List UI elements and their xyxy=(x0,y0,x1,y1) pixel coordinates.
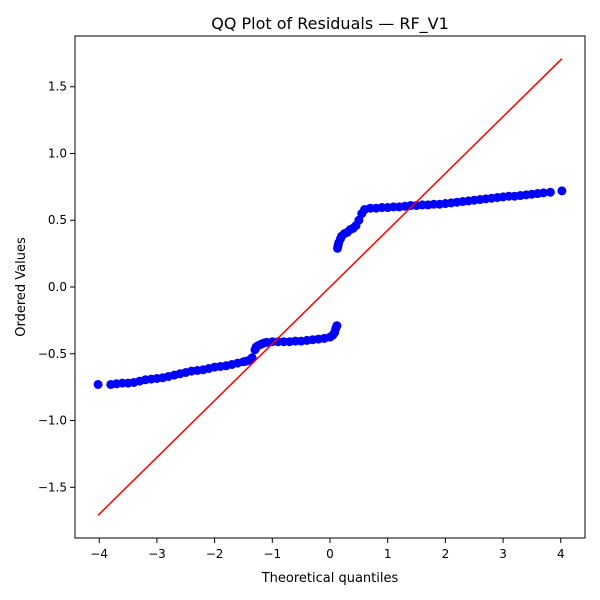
x-tick-label: 0 xyxy=(326,547,334,561)
x-tick-label: −2 xyxy=(206,547,224,561)
x-axis-label: Theoretical quantiles xyxy=(261,571,399,586)
data-point xyxy=(93,379,103,389)
data-point xyxy=(545,187,555,197)
x-axis: −4 −3 −2 −1 0 1 2 3 4 xyxy=(90,538,565,561)
x-tick-label: −4 xyxy=(90,547,108,561)
reference-line xyxy=(97,58,563,516)
y-tick-label: −0.5 xyxy=(38,347,67,361)
x-tick-label: 2 xyxy=(442,547,450,561)
y-axis: −1.5 −1.0 −0.5 0.0 0.5 1.0 1.5 xyxy=(38,80,75,494)
plot-area xyxy=(93,58,567,516)
x-tick-label: 1 xyxy=(384,547,392,561)
y-tick-label: −1.5 xyxy=(38,480,67,494)
x-tick-label: 3 xyxy=(499,547,507,561)
data-point xyxy=(247,353,257,363)
data-point xyxy=(538,188,548,198)
x-tick-label: −1 xyxy=(263,547,281,561)
data-point xyxy=(332,321,342,331)
y-axis-label: Ordered Values xyxy=(14,237,29,337)
x-tick-label: −3 xyxy=(148,547,166,561)
data-point xyxy=(557,186,567,196)
y-tick-label: 1.5 xyxy=(48,80,67,94)
y-tick-label: 1.0 xyxy=(48,146,67,160)
x-tick-label: 4 xyxy=(557,547,565,561)
y-tick-label: 0.5 xyxy=(48,213,67,227)
y-tick-label: 0.0 xyxy=(48,280,67,294)
y-tick-label: −1.0 xyxy=(38,414,67,428)
chart-title: QQ Plot of Residuals — RF_V1 xyxy=(211,14,449,34)
